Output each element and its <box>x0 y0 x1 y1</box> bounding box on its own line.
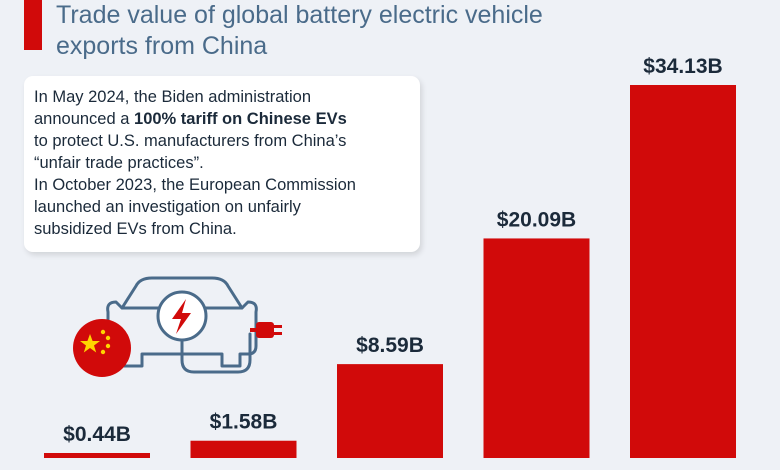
ev-illustration <box>73 276 282 377</box>
annotation-line-2: announced a 100% tariff on Chinese EVs <box>34 108 418 130</box>
china-flag-icon <box>73 319 131 377</box>
charging-plug-icon <box>250 322 282 338</box>
annotation-line-5: In October 2023, the European Commission <box>34 176 356 194</box>
lightning-bolt-icon <box>156 290 208 342</box>
title-accent-bar <box>24 0 42 50</box>
annotation-line-4: “unfair trade practices”. <box>34 154 204 172</box>
bar-label-3: $8.59B <box>356 334 424 357</box>
bar-4 <box>483 238 590 458</box>
bar-label-5: $34.13B <box>643 55 722 78</box>
annotation-text: In May 2024, the Biden administration an… <box>34 86 418 240</box>
annotation-line-3: to protect U.S. manufacturers from China… <box>34 132 347 150</box>
bar-5 <box>630 85 736 458</box>
annotation-box: In May 2024, the Biden administration an… <box>24 76 420 252</box>
annotation-line-6: launched an investigation on unfairly <box>34 198 301 216</box>
annotation-line-1: In May 2024, the Biden administration <box>34 88 311 106</box>
bar-label-4: $20.09B <box>497 208 576 231</box>
chart-title-line-2: exports from China <box>56 32 268 60</box>
bar-label-2: $1.58B <box>210 411 278 434</box>
annotation-highlight: 100% tariff on Chinese EVs <box>134 110 347 128</box>
annotation-line-7: subsidized EVs from China. <box>34 220 237 238</box>
bar-label-1: $0.44B <box>63 423 131 446</box>
chart-title: Trade value of global battery electric v… <box>56 0 696 62</box>
annotation-line-2-text: announced a <box>34 110 135 128</box>
bar-2 <box>190 440 297 458</box>
bar-1 <box>44 453 150 458</box>
chart-title-line-1: Trade value of global battery electric v… <box>56 1 543 29</box>
bar-3 <box>337 364 443 458</box>
